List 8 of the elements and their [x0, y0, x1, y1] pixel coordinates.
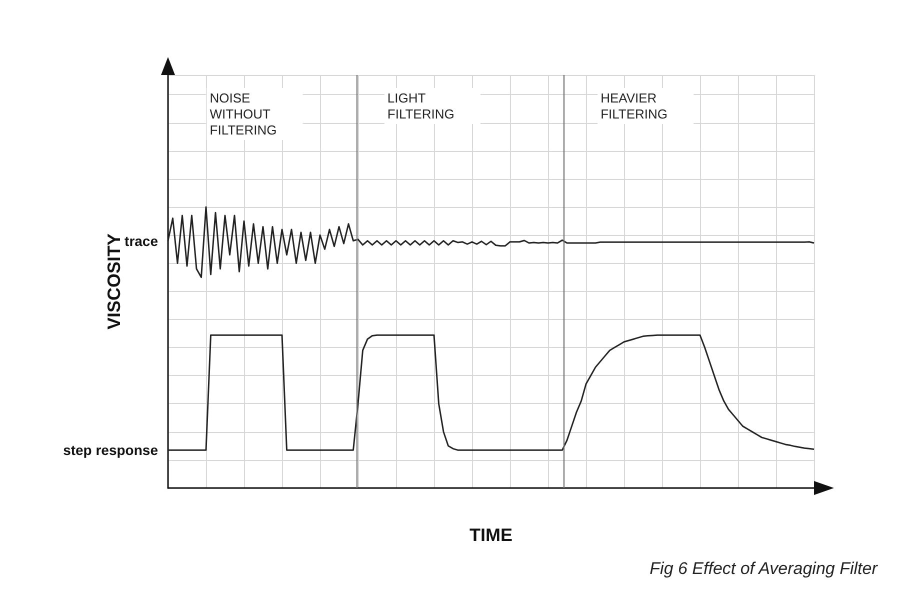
series-label: trace: [124, 232, 158, 249]
series-label: step response: [63, 442, 158, 458]
y-axis-title: VISCOSITY: [104, 233, 124, 330]
text: HEAVIER FILTERING: [600, 90, 668, 122]
x-axis-title: TIME: [470, 525, 512, 545]
text: LIGHT FILTERING: [387, 90, 454, 122]
text: NOISE WITHOUT FILTERING: [210, 90, 277, 138]
caption: Fig 6 Effect of Averaging Filter: [650, 559, 879, 578]
